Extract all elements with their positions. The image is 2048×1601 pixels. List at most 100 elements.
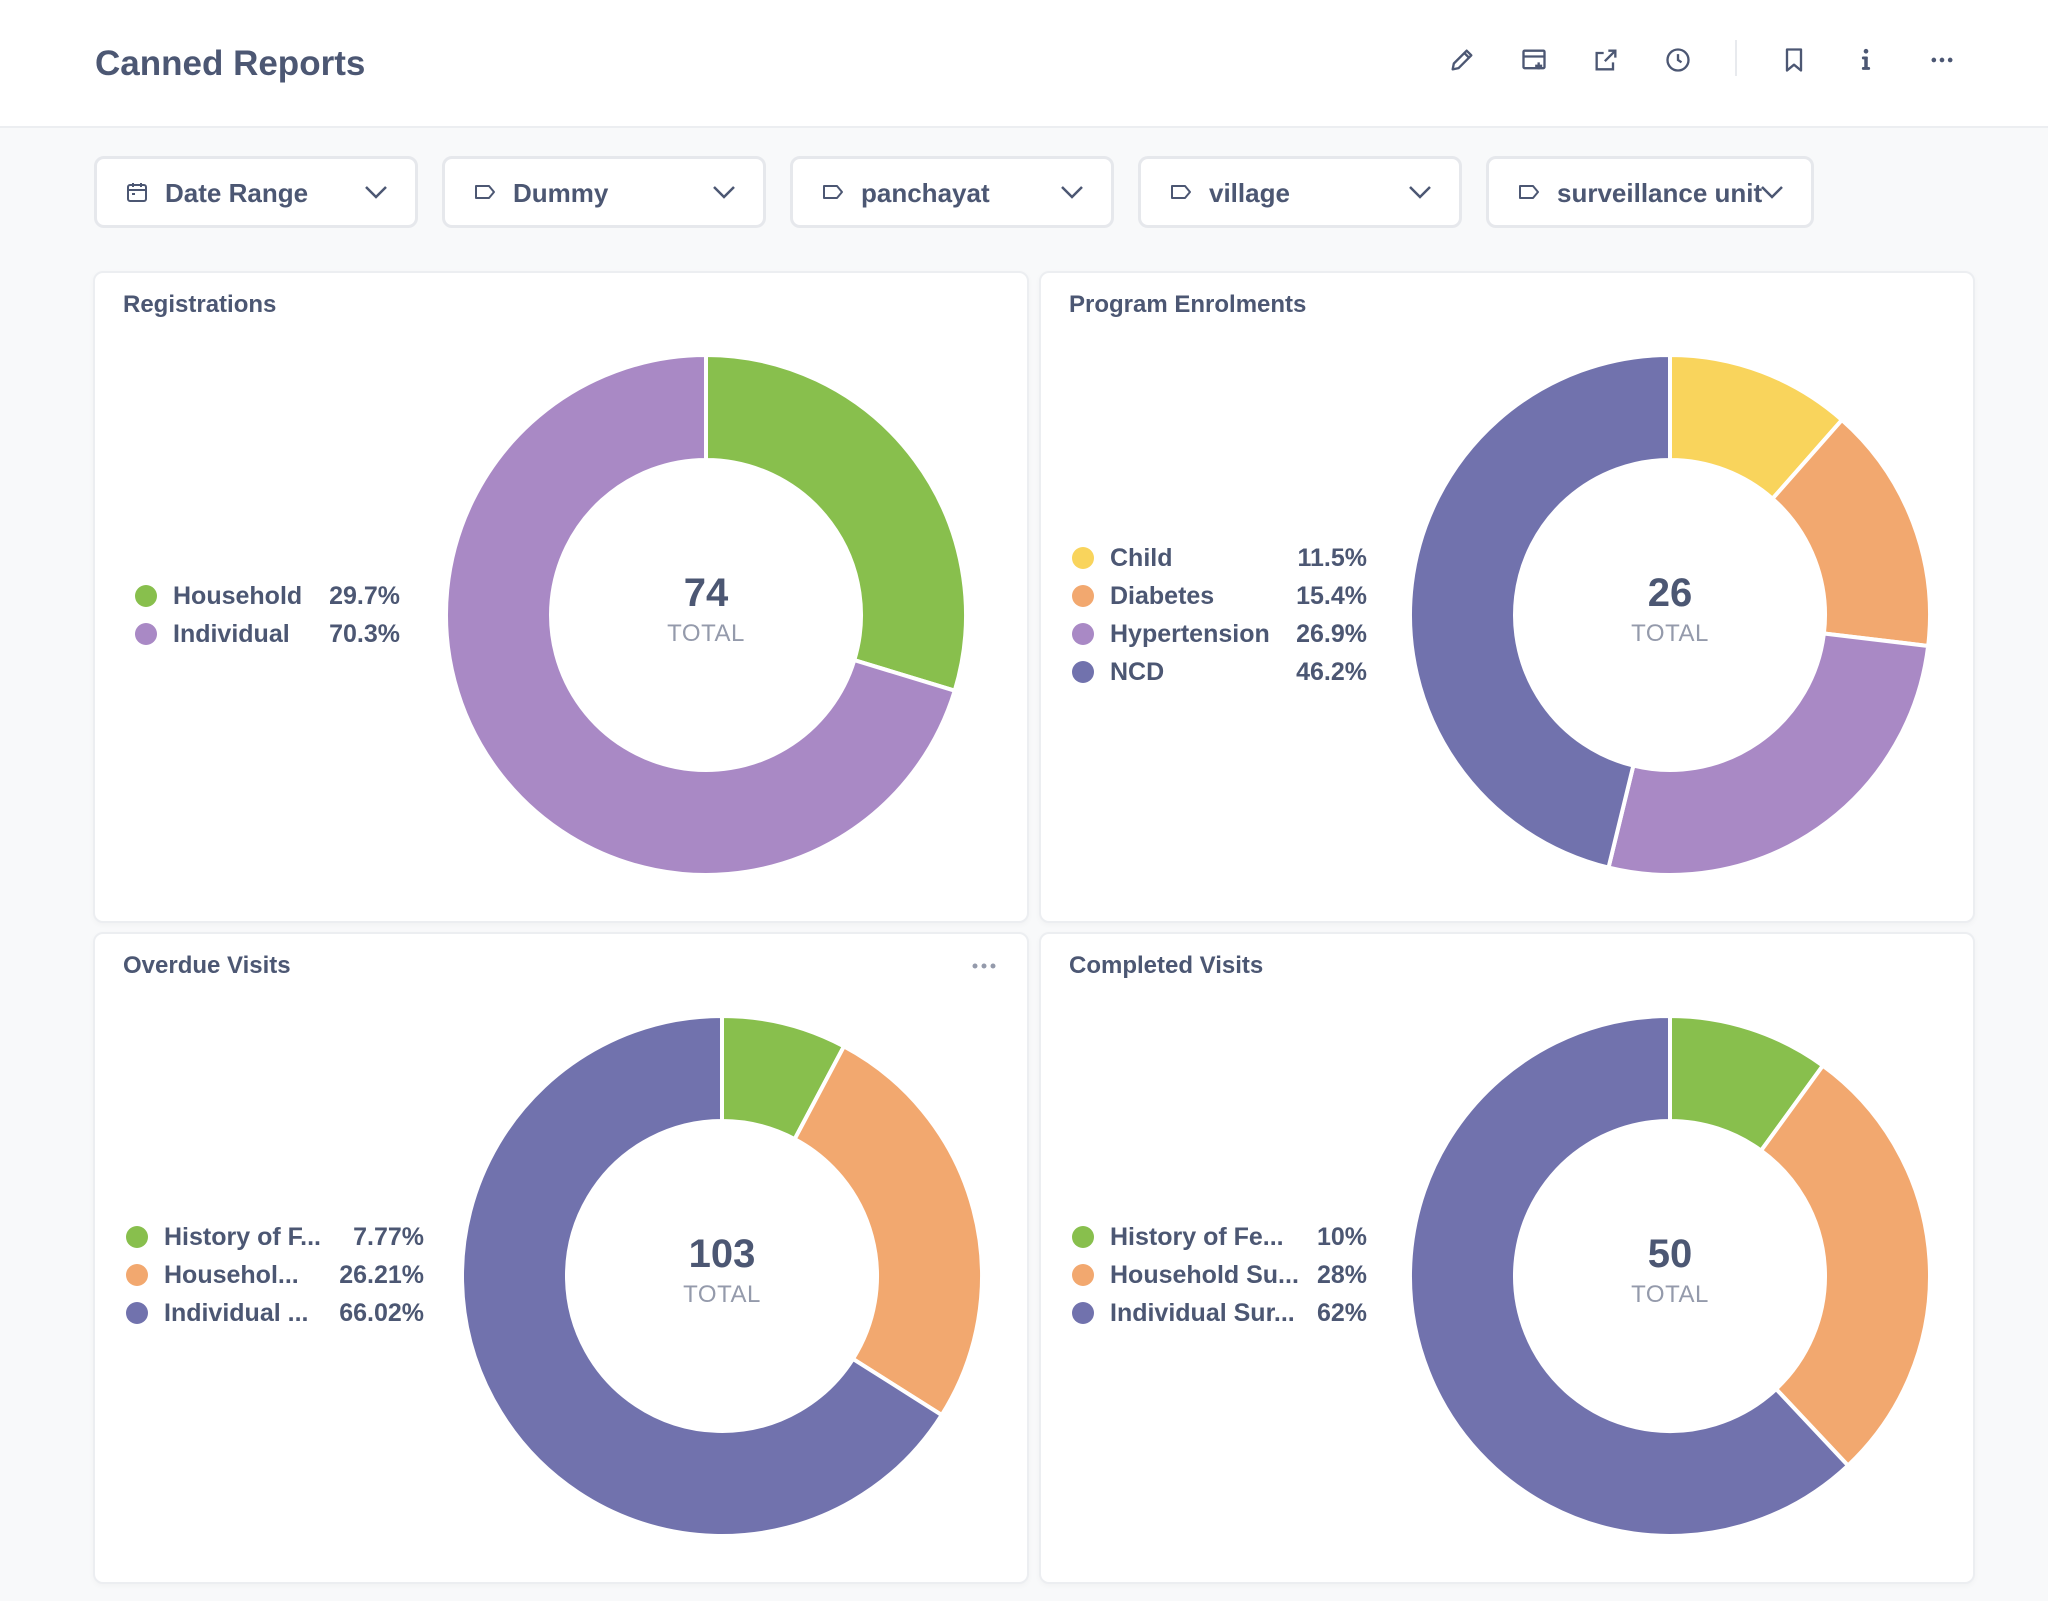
card-more-icon[interactable] [971, 962, 997, 970]
chart-total: 26 [1647, 571, 1693, 615]
donut-chart[interactable]: 26 TOTAL [1409, 354, 1931, 876]
info-button[interactable] [1844, 38, 1888, 82]
legend-value: 29.7% [329, 582, 400, 610]
dashboard-header: Canned Reports [0, 0, 2048, 128]
legend-value: 26.21% [339, 1261, 424, 1289]
chart-total-label: TOTAL [667, 620, 745, 647]
legend-dot [135, 623, 157, 645]
bookmark-icon [1785, 48, 1803, 72]
filter-panchayat[interactable]: panchayat [790, 156, 1114, 228]
tag-icon [1519, 185, 1539, 199]
legend-item[interactable]: Household Su... 28% [1072, 1257, 1367, 1295]
legend-item[interactable]: Household 29.7% [135, 578, 400, 616]
registrations-card: Registrations Household 29.7% Individual 70… [93, 271, 1029, 923]
chart-legend: History of F... 7.77% Househol... 26.21% Ind… [126, 1219, 424, 1333]
card-title: Completed Visits [1069, 952, 1264, 979]
add-to-dashboard-button[interactable] [1512, 38, 1556, 82]
legend-value: 62% [1316, 1299, 1367, 1327]
donut-slice[interactable] [1409, 354, 1672, 871]
donut-slice[interactable] [1606, 631, 1931, 876]
donut-slice[interactable] [1758, 1062, 1931, 1469]
donut-chart[interactable]: 74 TOTAL [445, 354, 967, 876]
more-options-button[interactable] [1920, 38, 1964, 82]
chart-total: 74 [683, 571, 729, 615]
card-title: Program Enrolments [1069, 291, 1307, 318]
legend-label: NCD [1110, 658, 1165, 686]
filter-label: panchayat [861, 178, 990, 208]
legend-label: Hypertension [1110, 620, 1270, 648]
legend-label: Individual ... [164, 1299, 309, 1327]
card-title: Registrations [123, 291, 277, 318]
legend-dot [126, 1302, 148, 1324]
chevron-down-icon [1061, 186, 1083, 199]
legend-label: Househol... [164, 1261, 299, 1289]
more-icon [1931, 57, 1953, 63]
legend-value: 11.5% [1297, 544, 1367, 572]
legend-value: 26.9% [1296, 620, 1367, 648]
history-icon [1666, 48, 1690, 72]
share-button[interactable] [1584, 38, 1628, 82]
legend-item[interactable]: History of Fe... 10% [1072, 1219, 1367, 1257]
filter-label: surveillance unit [1557, 178, 1763, 208]
donut-chart[interactable]: 50 TOTAL [1409, 1015, 1931, 1537]
filter-village[interactable]: village [1138, 156, 1462, 228]
legend-value: 10% [1316, 1223, 1367, 1251]
legend-label: Individual Sur... [1110, 1299, 1295, 1327]
legend-item[interactable]: NCD 46.2% [1072, 654, 1367, 692]
legend-label: Household [173, 582, 303, 610]
legend-dot [126, 1226, 148, 1248]
legend-item[interactable]: Diabetes 15.4% [1072, 578, 1367, 616]
edit-button[interactable] [1440, 38, 1484, 82]
legend-item[interactable]: Child 11.5% [1072, 540, 1367, 578]
chart-total-label: TOTAL [683, 1281, 761, 1308]
tag-icon [1171, 185, 1191, 199]
completed-visits-card: Completed Visits History of Fe... 10% Hous… [1039, 932, 1975, 1584]
donut-slice[interactable] [1409, 1015, 1851, 1537]
chart-legend: Household 29.7% Individual 70.3% [135, 578, 400, 654]
filter-surveillance-unit[interactable]: surveillance unit [1486, 156, 1814, 228]
legend-dot [1072, 661, 1094, 683]
legend-value: 28% [1316, 1261, 1367, 1289]
overdue-visits-card: Overdue Visits History of F... 7.77% House… [93, 932, 1029, 1584]
legend-dot [1072, 1226, 1094, 1248]
legend-label: Child [1110, 544, 1173, 572]
legend-item[interactable]: Individual Sur... 62% [1072, 1295, 1367, 1333]
legend-value: 46.2% [1296, 658, 1367, 686]
calendar-icon [127, 183, 147, 202]
chevron-down-icon [365, 186, 387, 199]
filter-dummy[interactable]: Dummy [442, 156, 766, 228]
bookmark-button[interactable] [1772, 38, 1816, 82]
chart-total-label: TOTAL [1631, 1281, 1709, 1308]
donut-slice[interactable] [791, 1043, 983, 1418]
legend-value: 66.02% [339, 1299, 424, 1327]
legend-item[interactable]: Individual 70.3% [135, 616, 400, 654]
donut-chart[interactable]: 103 TOTAL [461, 1015, 983, 1537]
donut-slice[interactable] [704, 354, 967, 694]
legend-label: Diabetes [1110, 582, 1215, 610]
chevron-down-icon [1409, 186, 1431, 199]
legend-label: History of F... [164, 1223, 321, 1251]
card-title: Overdue Visits [123, 952, 291, 979]
legend-value: 70.3% [329, 620, 400, 648]
legend-dot [1072, 1302, 1094, 1324]
info-icon [1861, 48, 1871, 70]
donut-slice[interactable] [445, 354, 958, 876]
legend-label: Individual [173, 620, 290, 648]
filter-label: Dummy [513, 178, 609, 208]
legend-item[interactable]: Individual ... 66.02% [126, 1295, 424, 1333]
filter-date-range[interactable]: Date Range [94, 156, 418, 228]
filter-label: village [1209, 178, 1290, 208]
legend-dot [1072, 1264, 1094, 1286]
legend-dot [1072, 547, 1094, 569]
legend-label: History of Fe... [1110, 1223, 1284, 1251]
history-button[interactable] [1656, 38, 1700, 82]
legend-item[interactable]: Househol... 26.21% [126, 1257, 424, 1295]
pencil-icon [1451, 49, 1473, 71]
header-divider [1735, 40, 1737, 76]
donut-slice[interactable] [461, 1015, 945, 1537]
legend-item[interactable]: History of F... 7.77% [126, 1219, 424, 1257]
legend-dot [126, 1264, 148, 1286]
legend-item[interactable]: Hypertension 26.9% [1072, 616, 1367, 654]
legend-value: 7.77% [353, 1223, 424, 1251]
legend-dot [135, 585, 157, 607]
